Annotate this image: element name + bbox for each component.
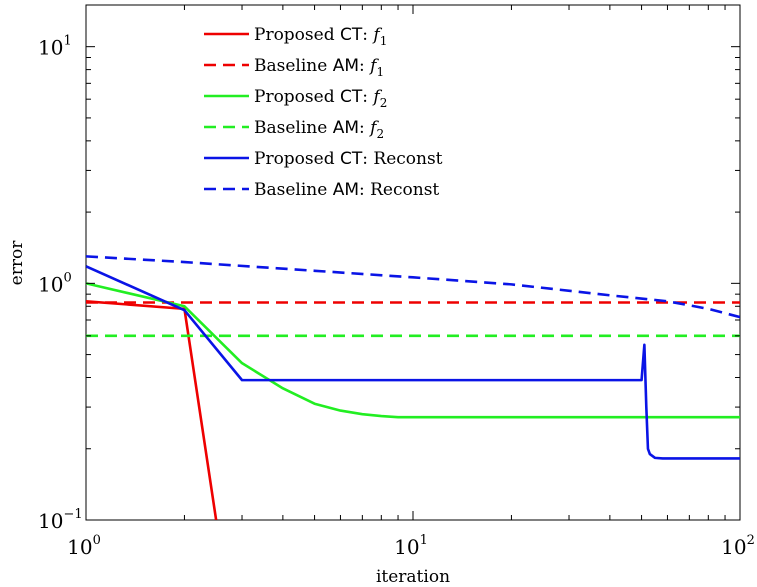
series-line-5 [86, 265, 740, 460]
plot-area [85, 4, 741, 521]
series-layer [86, 255, 740, 520]
legend-label-5: Proposed CT: Reconst [254, 149, 443, 169]
legend-label-3: Proposed CT: f2 [254, 87, 387, 110]
y-tick-label-2: 100 [38, 270, 72, 296]
y-axis-label: error [7, 240, 27, 286]
y-tick-label-3: 101 [38, 34, 72, 60]
y-tick-label-1: 10−1 [38, 507, 83, 533]
legend-label-2: Baseline AM: f1 [254, 56, 384, 79]
x-tick-label-3: 102 [721, 533, 755, 559]
series-line-3 [86, 282, 740, 419]
x-tick-label-2: 101 [394, 533, 428, 559]
legend-label-1: Proposed CT: f1 [254, 25, 387, 48]
series-line-6 [86, 255, 740, 319]
legend: Proposed CT: f1 Baseline AM: f1 Proposed C… [204, 25, 443, 200]
x-axis-label: iteration [376, 567, 450, 587]
legend-label-6: Baseline AM: Reconst [254, 180, 439, 200]
x-tick-label-1: 100 [67, 533, 101, 559]
legend-label-4: Baseline AM: f2 [254, 118, 384, 141]
